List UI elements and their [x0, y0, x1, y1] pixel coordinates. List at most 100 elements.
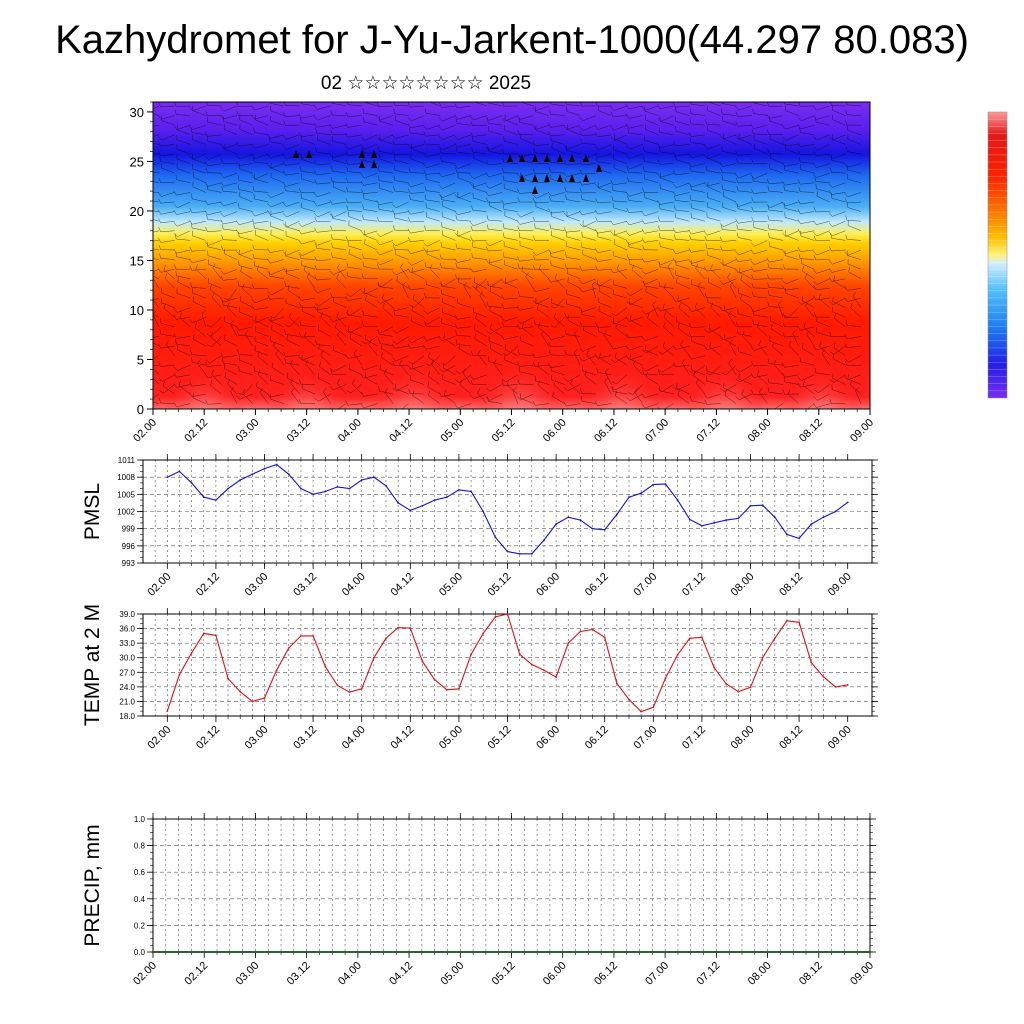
wind-barb-flag	[353, 349, 358, 354]
wind-barb	[161, 302, 175, 308]
wind-barb-flag	[598, 306, 600, 312]
wind-barb-flag	[797, 209, 801, 214]
wind-barb	[212, 267, 222, 279]
wind-barb-flag	[173, 366, 178, 371]
wind-barb-flag	[346, 166, 349, 172]
wind-barb-flag	[532, 255, 536, 261]
wind-barb	[211, 297, 222, 308]
wind-barb-flag	[596, 367, 598, 373]
wind-barb	[153, 248, 160, 251]
wind-barb	[847, 163, 862, 168]
pmsl-point	[239, 479, 242, 481]
wind-barb	[710, 307, 721, 318]
x-tick-label: 05.00	[438, 417, 466, 445]
wind-barb	[243, 384, 253, 396]
wind-barb	[301, 359, 316, 366]
wind-barb	[660, 188, 674, 193]
wind-barb-flag	[486, 197, 489, 203]
wind-barb	[785, 230, 799, 237]
wind-barb-flag	[159, 156, 161, 162]
wind-barb	[551, 370, 565, 376]
wind-barb	[285, 334, 300, 337]
wind-barb-flag	[201, 310, 206, 314]
wind-barb	[289, 317, 300, 327]
wind-barb	[566, 144, 581, 150]
wind-barb-flag	[797, 300, 802, 305]
wind-barb	[847, 225, 862, 232]
wind-barb	[489, 144, 503, 151]
wind-barb-flag	[298, 229, 302, 235]
wind-barb	[769, 340, 784, 347]
wind-barb	[598, 310, 612, 318]
wind-barb-flag	[230, 320, 234, 325]
panel-frame	[142, 459, 873, 564]
wind-barb-flag	[438, 135, 443, 140]
wind-barb-flag	[705, 165, 708, 171]
wind-barb	[305, 364, 316, 375]
wind-barb-flag	[782, 362, 785, 368]
wind-barb	[363, 266, 378, 270]
wind-barb	[738, 134, 752, 140]
wind-barb	[847, 220, 862, 222]
wind-barb	[847, 288, 862, 291]
wind-barb-flag	[306, 272, 310, 278]
wind-barb-flag	[752, 310, 754, 316]
wind-barb-flag	[646, 372, 648, 378]
wind-barb	[363, 393, 378, 397]
wind-barb	[472, 257, 487, 260]
wind-barb	[753, 249, 768, 255]
pmsl-point	[603, 528, 606, 531]
wind-barb	[457, 196, 472, 203]
temp-point	[166, 710, 169, 713]
wind-barb-flag	[610, 320, 616, 325]
wind-barb	[660, 390, 674, 395]
wind-barb-flag	[489, 286, 491, 292]
wind-barb-flag	[736, 224, 739, 230]
wind-barb-flag	[805, 301, 809, 307]
wind-barb	[395, 268, 409, 276]
wind-barb-flag	[688, 153, 692, 159]
wind-barb	[474, 338, 487, 347]
wind-barb-flag	[610, 231, 614, 236]
wind-barb	[566, 303, 581, 308]
wind-barb	[380, 326, 394, 334]
wind-barb-flag	[627, 127, 629, 133]
wind-barb-flag	[532, 140, 536, 146]
wind-barb	[254, 258, 269, 260]
wind-barb-flag	[255, 315, 257, 321]
wind-barb-flag	[282, 135, 287, 140]
x-tick-label: 02.00	[131, 417, 159, 445]
wind-barb	[394, 190, 409, 193]
wind-barb	[442, 124, 456, 131]
wind-barb-flag	[222, 300, 224, 306]
wind-barb	[488, 130, 503, 136]
wind-barb	[613, 284, 628, 289]
colorbar-levels	[988, 118, 1007, 392]
wind-barb	[286, 134, 300, 140]
wind-barb	[270, 110, 284, 116]
wind-barb-flag	[205, 399, 208, 405]
wind-barb	[680, 344, 690, 356]
wind-barb-flag	[828, 212, 833, 217]
wind-barb	[287, 289, 300, 299]
wind-barb-flag	[657, 143, 661, 148]
wind-barb-flag	[407, 117, 412, 122]
wind-barb-flag	[236, 395, 240, 400]
wind-barb-flag	[767, 274, 770, 280]
wind-barb-flag	[298, 296, 302, 301]
wind-barb	[364, 144, 378, 150]
wind-barb	[675, 217, 690, 222]
wind-barb-flag	[792, 329, 797, 334]
wind-barb-flag	[565, 102, 567, 105]
wind-barb-flag	[173, 190, 177, 196]
pmsl-point	[506, 550, 509, 553]
wind-barb-flag	[695, 263, 699, 269]
wind-barb-flag	[720, 109, 723, 115]
wind-barb	[816, 172, 830, 178]
wind-barb-flag	[362, 310, 364, 316]
wind-barb	[270, 316, 284, 322]
wind-barb	[192, 397, 206, 404]
wind-barb	[223, 105, 238, 112]
wind-barb	[239, 254, 253, 260]
temp-point	[701, 636, 703, 639]
